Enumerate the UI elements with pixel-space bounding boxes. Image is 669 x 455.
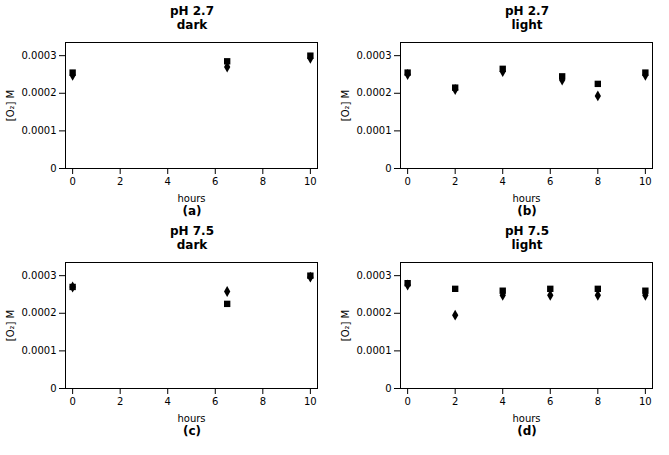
html-text:(b): (b) xyxy=(517,204,537,218)
svg-text:hours: hours xyxy=(177,413,205,424)
svg-text:6: 6 xyxy=(212,176,218,187)
svg-text:6: 6 xyxy=(547,176,553,187)
svg-text:2: 2 xyxy=(452,396,458,407)
html-text:pH 2.7 dark: pH 2.7 dark xyxy=(170,4,214,32)
html-text:pH 2.7 light: pH 2.7 light xyxy=(505,4,549,32)
svg-text:2: 2 xyxy=(117,176,123,187)
svg-text:0: 0 xyxy=(385,163,391,174)
svg-text:0.0003: 0.0003 xyxy=(357,270,392,281)
svg-text:hours: hours xyxy=(177,193,205,204)
svg-text:0.0003: 0.0003 xyxy=(357,50,392,61)
svg-text:0: 0 xyxy=(69,396,75,407)
svg-text:10: 10 xyxy=(304,396,317,407)
svg-text:4: 4 xyxy=(500,396,506,407)
svg-text:0.0001: 0.0001 xyxy=(22,345,57,356)
svg-text:4: 4 xyxy=(500,176,506,187)
html-text:(d): (d) xyxy=(517,424,537,438)
svg-text:0.0001: 0.0001 xyxy=(22,125,57,136)
html-text:(a): (a) xyxy=(182,204,202,218)
svg-text:0.0003: 0.0003 xyxy=(22,270,57,281)
svg-text:10: 10 xyxy=(639,176,652,187)
svg-text:8: 8 xyxy=(595,396,601,407)
svg-text:4: 4 xyxy=(165,396,171,407)
svg-text:0.0002: 0.0002 xyxy=(22,307,57,318)
svg-text:0.0002: 0.0002 xyxy=(357,307,392,318)
html-text:pH 7.5 dark: pH 7.5 dark xyxy=(170,224,214,252)
svg-text:10: 10 xyxy=(304,176,317,187)
svg-text:0.0002: 0.0002 xyxy=(357,87,392,98)
svg-text:hours: hours xyxy=(512,193,540,204)
svg-text:0: 0 xyxy=(50,383,56,394)
html-text:pH 7.5 light: pH 7.5 light xyxy=(505,224,549,252)
svg-text:[O₂] M: [O₂] M xyxy=(340,310,351,342)
svg-text:0.0003: 0.0003 xyxy=(22,50,57,61)
svg-text:0.0001: 0.0001 xyxy=(357,345,392,356)
svg-text:0: 0 xyxy=(69,176,75,187)
svg-text:8: 8 xyxy=(260,396,266,407)
html-text:(c): (c) xyxy=(183,424,201,438)
svg-text:8: 8 xyxy=(595,176,601,187)
svg-text:[O₂] M: [O₂] M xyxy=(5,90,16,122)
svg-text:0: 0 xyxy=(50,163,56,174)
svg-text:2: 2 xyxy=(452,176,458,187)
svg-text:4: 4 xyxy=(165,176,171,187)
svg-text:6: 6 xyxy=(212,396,218,407)
svg-text:0: 0 xyxy=(385,383,391,394)
svg-text:hours: hours xyxy=(512,413,540,424)
svg-text:10: 10 xyxy=(639,396,652,407)
svg-text:[O₂] M: [O₂] M xyxy=(340,90,351,122)
svg-text:6: 6 xyxy=(547,396,553,407)
svg-text:0.0002: 0.0002 xyxy=(22,87,57,98)
svg-text:[O₂] M: [O₂] M xyxy=(5,310,16,342)
svg-text:8: 8 xyxy=(260,176,266,187)
svg-text:0.0001: 0.0001 xyxy=(357,125,392,136)
svg-text:2: 2 xyxy=(117,396,123,407)
svg-text:0: 0 xyxy=(404,176,410,187)
svg-text:0: 0 xyxy=(404,396,410,407)
